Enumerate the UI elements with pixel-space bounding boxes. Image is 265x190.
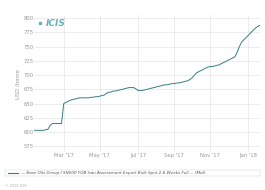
Text: © 2018 ICIS: © 2018 ICIS: [5, 184, 27, 188]
Y-axis label: USD /tonne: USD /tonne: [16, 69, 21, 99]
Text: — Base Oils Group I SN500 FOB Iran Assessment Export Bulk Spot 2-6 Weeks Full ..: — Base Oils Group I SN500 FOB Iran Asses…: [21, 171, 205, 175]
Text: ICIS: ICIS: [46, 19, 66, 28]
